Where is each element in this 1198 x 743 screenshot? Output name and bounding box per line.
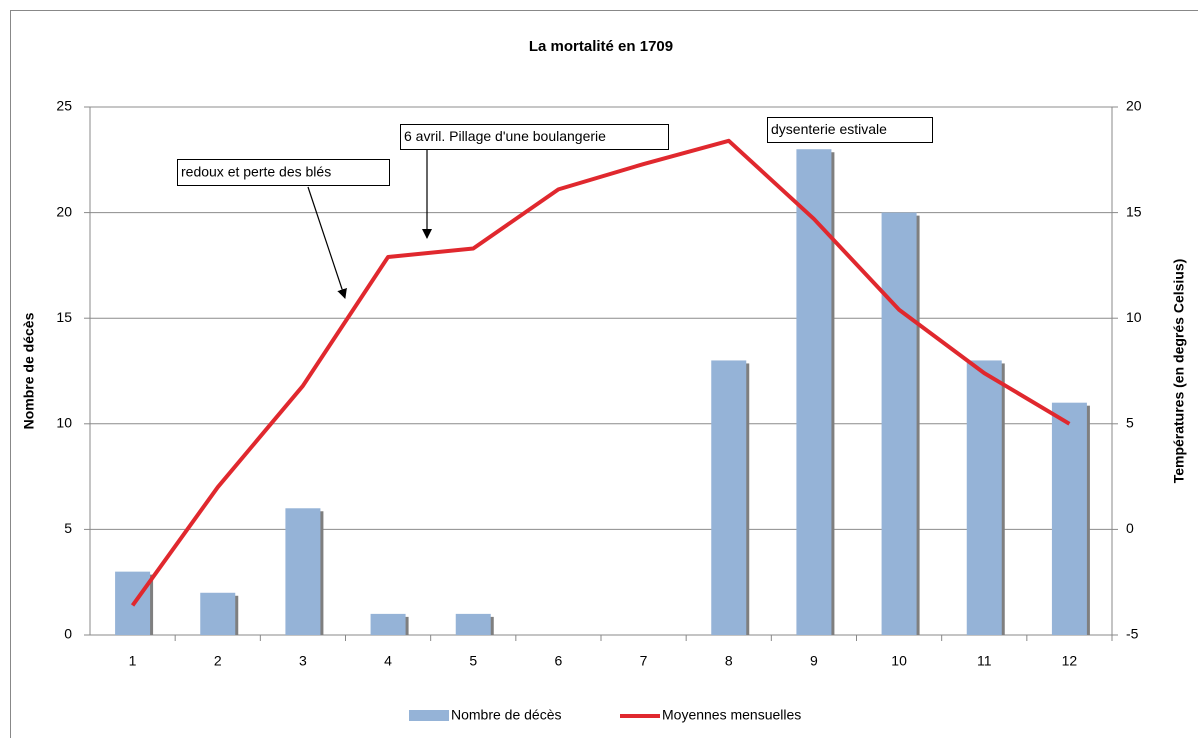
x-tick-label: 1 [129, 653, 137, 669]
annotation: redoux et perte des blés [181, 164, 331, 180]
bar [285, 508, 320, 635]
chart-title: La mortalité en 1709 [529, 38, 673, 55]
y2-tick-label: 20 [1126, 98, 1142, 114]
y-tick-label: 5 [64, 520, 72, 536]
bar [967, 360, 1002, 635]
legend-swatch [409, 710, 449, 721]
y2-axis-label: Températures (en degrés Celsius) [1171, 259, 1187, 484]
x-tick-label: 12 [1062, 653, 1078, 669]
x-tick-label: 3 [299, 653, 307, 669]
y2-tick-label: 15 [1126, 203, 1142, 219]
y-tick-label: 15 [56, 309, 72, 325]
y2-tick-label: 0 [1126, 520, 1134, 536]
x-tick-label: 11 [977, 653, 992, 669]
x-tick-label: 7 [640, 653, 648, 669]
bar [711, 360, 746, 635]
bar [371, 614, 406, 635]
legend-label: Moyennes mensuelles [662, 707, 801, 723]
x-tick-label: 10 [891, 653, 907, 669]
bar [456, 614, 491, 635]
y2-tick-label: -5 [1126, 626, 1139, 642]
bar [200, 593, 235, 635]
y-axis-label: Nombre de décès [21, 312, 37, 429]
y-tick-label: 10 [56, 415, 72, 431]
x-tick-label: 8 [725, 653, 733, 669]
x-tick-label: 9 [810, 653, 818, 669]
y2-tick-label: 5 [1126, 415, 1134, 431]
x-tick-label: 2 [214, 653, 222, 669]
legend-label: Nombre de décès [451, 707, 562, 723]
y-tick-label: 25 [56, 98, 72, 114]
x-tick-label: 5 [469, 653, 477, 669]
bar [882, 213, 917, 635]
annotation: dysenterie estivale [771, 121, 887, 137]
annotation-arrow [308, 187, 345, 298]
y2-tick-label: 10 [1126, 309, 1142, 325]
x-tick-label: 6 [555, 653, 563, 669]
y-tick-label: 20 [56, 203, 72, 219]
x-tick-label: 4 [384, 653, 392, 669]
bar [796, 149, 831, 635]
y-tick-label: 0 [64, 626, 72, 642]
chart-frame [11, 11, 1198, 739]
bar [1052, 403, 1087, 635]
line [133, 141, 1070, 606]
annotation: 6 avril. Pillage d'une boulangerie [404, 128, 606, 144]
